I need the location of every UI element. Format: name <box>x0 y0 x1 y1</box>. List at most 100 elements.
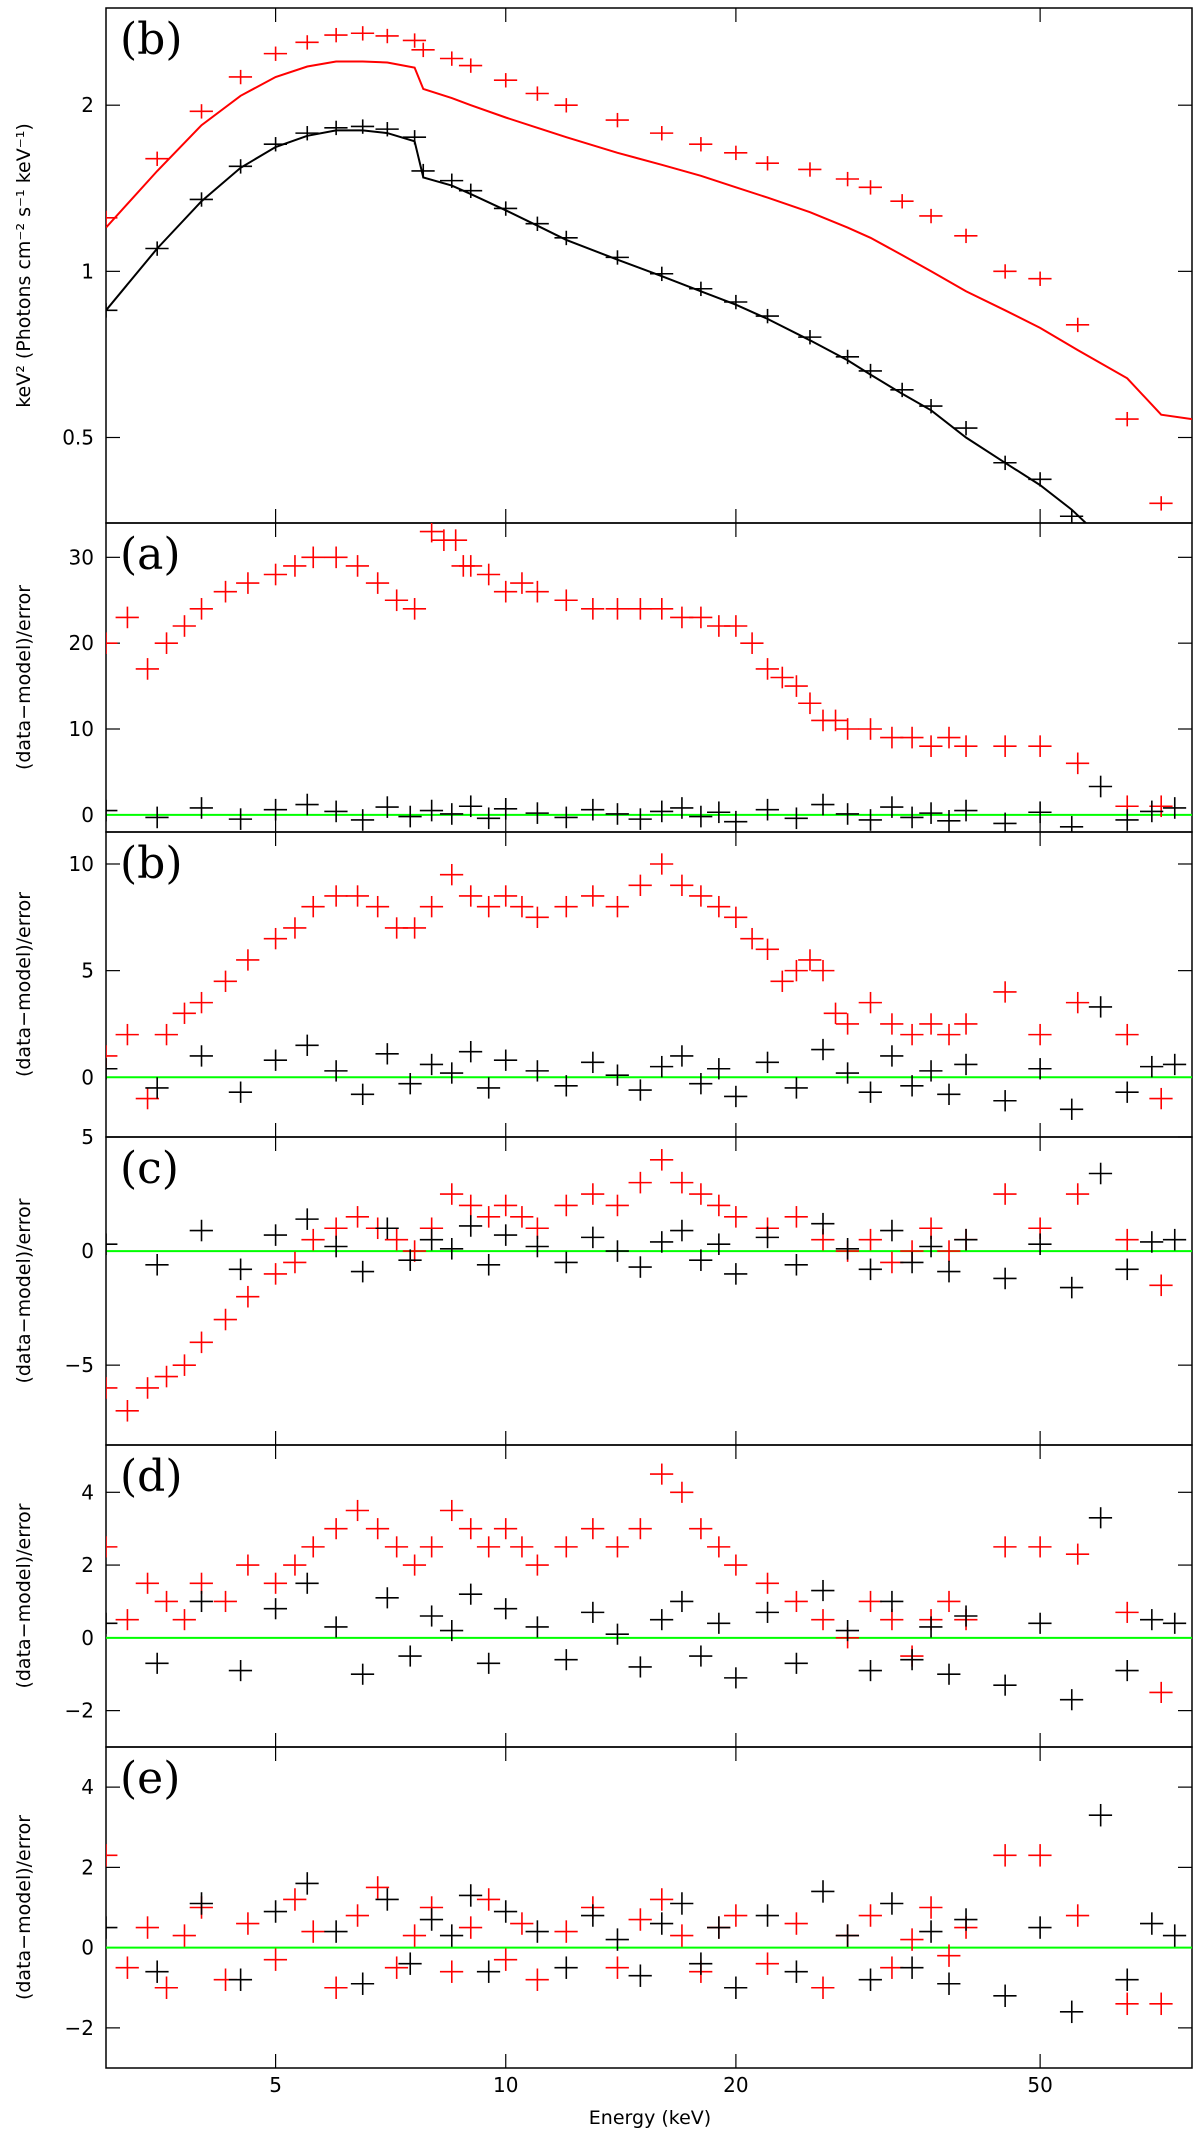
data-point <box>439 1499 464 1522</box>
y-axis-title: (data−model)/error <box>13 1815 35 2000</box>
y-axis-title: (data−model)/error <box>13 892 35 1077</box>
data-point <box>689 1952 713 1975</box>
data-point <box>811 1212 835 1235</box>
data-point <box>402 917 427 939</box>
data-point <box>900 1928 924 1951</box>
data-point <box>525 1968 549 1991</box>
data-point <box>835 1013 860 1035</box>
data-point <box>525 1217 549 1240</box>
data-point <box>228 1660 253 1682</box>
data-point <box>301 1228 325 1251</box>
data-point <box>236 572 260 594</box>
data-point <box>954 228 978 244</box>
data-point <box>458 1583 483 1605</box>
data-point <box>263 1900 288 1923</box>
data-point <box>295 1208 319 1230</box>
data-point <box>493 1900 518 1923</box>
data-point <box>493 201 518 216</box>
data-point <box>398 1249 422 1271</box>
data-point <box>493 798 518 820</box>
data-point <box>1088 1162 1113 1185</box>
data-point <box>172 615 196 637</box>
data-point <box>228 1968 253 1991</box>
panel-3: −5 0 5 (data−model)/error (c) <box>13 1125 1193 1446</box>
data-point <box>1059 2000 1084 2024</box>
data-point <box>172 1609 196 1631</box>
data-point <box>213 1308 237 1331</box>
y-tick-label: 4 <box>81 1480 94 1504</box>
data-point <box>1028 271 1052 286</box>
data-point <box>724 1206 748 1228</box>
data-point <box>900 726 924 749</box>
data-point <box>402 1924 427 1947</box>
y-tick-label: 0 <box>81 1626 94 1650</box>
data-point <box>324 1060 348 1082</box>
data-point <box>649 126 674 141</box>
data-point <box>1140 1231 1164 1253</box>
data-point <box>670 1924 694 1947</box>
data-point <box>172 1924 196 1947</box>
data-point <box>740 632 764 654</box>
data-point <box>919 1235 943 1258</box>
data-point <box>649 853 674 875</box>
data-point <box>402 33 427 48</box>
data-point <box>301 1920 325 1943</box>
data-point <box>493 1224 518 1246</box>
data-point <box>228 159 253 174</box>
data-point <box>755 1601 779 1623</box>
data-point <box>295 126 319 141</box>
data-point <box>458 1518 483 1540</box>
x-axis-title: Energy (keV) <box>589 2107 711 2129</box>
data-point <box>398 1073 422 1095</box>
data-point <box>154 1365 178 1388</box>
data-point <box>106 1045 118 1067</box>
data-point <box>649 1231 674 1253</box>
data-point <box>858 1660 882 1682</box>
data-point <box>937 726 961 749</box>
data-point <box>419 1536 444 1558</box>
data-point <box>707 1194 731 1217</box>
data-point <box>324 1235 348 1258</box>
data-point <box>263 927 288 950</box>
data-point <box>755 1572 779 1594</box>
data-point <box>628 1656 652 1678</box>
data-point <box>993 1844 1017 1867</box>
data-point <box>493 1049 518 1071</box>
data-point <box>919 1013 943 1035</box>
data-point <box>236 1285 260 1308</box>
data-point <box>154 1590 178 1613</box>
data-point <box>145 1253 169 1276</box>
y-tick-label: 2 <box>81 1553 94 1577</box>
data-point <box>439 1619 464 1642</box>
data-point <box>954 421 978 436</box>
data-point <box>707 1233 731 1256</box>
data-point <box>581 885 605 907</box>
data-point <box>1065 991 1090 1014</box>
data-point <box>350 1972 375 1995</box>
data-point <box>384 1536 409 1558</box>
data-point <box>784 1077 808 1099</box>
data-point <box>724 1263 748 1285</box>
panels: 0.5 1 2 keV² (Photons cm⁻² s⁻¹ keV⁻¹) (b) 0 10… <box>13 7 1193 2097</box>
data-point <box>689 805 713 828</box>
data-point <box>458 795 483 818</box>
y-tick-label: 2 <box>81 93 94 117</box>
data-point <box>605 598 629 620</box>
data-point <box>398 1645 422 1667</box>
data-point <box>295 793 319 816</box>
data-point <box>649 1055 674 1078</box>
data-point <box>525 86 549 101</box>
data-point <box>263 1598 288 1620</box>
data-point <box>115 1399 139 1422</box>
data-point <box>554 230 578 246</box>
plot-area <box>106 1463 1192 1711</box>
data-point <box>554 1920 578 1943</box>
data-point <box>1162 1924 1187 1947</box>
plot-frame <box>105 522 1193 833</box>
data-point <box>301 546 325 569</box>
data-point <box>900 1649 924 1671</box>
data-point <box>919 1217 943 1240</box>
data-point <box>919 208 943 224</box>
data-point <box>283 917 307 939</box>
data-point <box>145 1960 169 1983</box>
